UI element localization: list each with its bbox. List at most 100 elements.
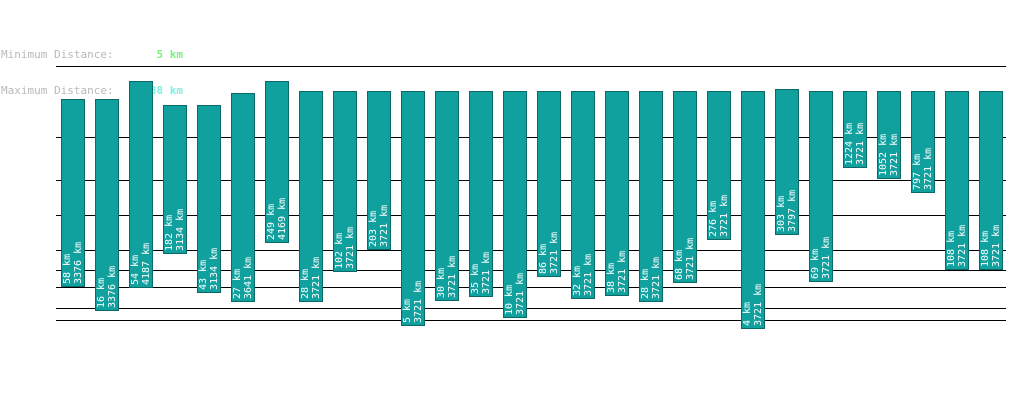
bar-rect: [129, 81, 153, 288]
bar-max-label: 3797 km: [787, 190, 798, 232]
bar-min-label: 69 km: [810, 249, 821, 279]
bar-min-label: 28 km: [300, 269, 311, 299]
bar-max-label: 3134 km: [209, 248, 220, 290]
bar-rect: [945, 91, 969, 270]
bar-4: 182 km 3134 km: [163, 105, 187, 254]
bar-min-label: 16 km: [96, 278, 107, 308]
bar-rect: [61, 99, 85, 287]
bar-rect: [571, 91, 595, 299]
bar-13: 35 km 3721 km: [469, 91, 493, 297]
bar-max-label: 3721 km: [447, 256, 458, 298]
bar-max-label: 3721 km: [719, 195, 730, 237]
bar-rect: [673, 91, 697, 283]
bar-max-label: 3376 km: [73, 242, 84, 284]
legend-min-value: 5 km: [156, 48, 184, 61]
bar-rect: [877, 91, 901, 179]
bar-2: 16 km 3376 km: [95, 99, 119, 311]
bar-8: 28 km 3721 km: [299, 91, 323, 302]
legend-min-label: Minimum Distance:: [1, 48, 114, 61]
bar-27: 108 km 3721 km: [945, 91, 969, 270]
bar-18: 28 km 3721 km: [639, 91, 663, 302]
bar-min-label: 249 km: [266, 204, 277, 240]
bar-max-label: 3721 km: [651, 257, 662, 299]
bar-rect: [809, 91, 833, 282]
bar-min-label: 5 km: [402, 299, 413, 323]
bar-rect: [163, 105, 187, 254]
bar-min-label: 32 km: [572, 266, 583, 296]
bar-min-label: 28 km: [640, 269, 651, 299]
bar-26: 797 km 3721 km: [911, 91, 935, 193]
bar-7: 249 km 4169 km: [265, 81, 289, 243]
bar-min-label: 38 km: [606, 263, 617, 293]
bar-rect: [707, 91, 731, 240]
legend: Minimum Distance: 5 km Maximum Distance:…: [1, 25, 183, 109]
bar-19: 68 km 3721 km: [673, 91, 697, 283]
bar-rect: [537, 91, 561, 277]
bar-min-label: 182 km: [164, 215, 175, 251]
bar-min-label: 797 km: [912, 154, 923, 190]
bar-5: 43 km 3134 km: [197, 105, 221, 293]
bar-28: 108 km 3721 km: [979, 91, 1003, 270]
bar-20: 276 km 3721 km: [707, 91, 731, 240]
bar-min-label: 4 km: [742, 302, 753, 326]
bar-max-label: 3134 km: [175, 209, 186, 251]
bar-min-label: 108 km: [980, 231, 991, 267]
bar-min-label: 1052 km: [878, 134, 889, 176]
bar-max-label: 3641 km: [243, 257, 254, 299]
bar-rect: [401, 91, 425, 326]
bar-rect: [911, 91, 935, 193]
bar-17: 38 km 3721 km: [605, 91, 629, 296]
bar-15: 86 km 3721 km: [537, 91, 561, 277]
bar-max-label: 3721 km: [549, 232, 560, 274]
bar-min-label: 54 km: [130, 255, 141, 285]
bar-6: 27 km 3641 km: [231, 93, 255, 302]
bar-24: 1224 km 3721 km: [843, 91, 867, 168]
bar-max-label: 3721 km: [617, 251, 628, 293]
bar-max-label: 3721 km: [889, 134, 900, 176]
bar-min-label: 10 km: [504, 285, 515, 315]
bar-max-label: 3721 km: [753, 284, 764, 326]
bar-min-label: 27 km: [232, 269, 243, 299]
bar-max-label: 3721 km: [515, 273, 526, 315]
bar-max-label: 3721 km: [311, 257, 322, 299]
bar-max-label: 4169 km: [277, 198, 288, 240]
bar-min-label: 203 km: [368, 211, 379, 247]
bar-rect: [95, 99, 119, 311]
bar-min-label: 102 km: [334, 233, 345, 269]
bar-11: 5 km 3721 km: [401, 91, 425, 326]
bar-min-label: 30 km: [436, 268, 447, 298]
bar-3: 54 km 4187 km: [129, 81, 153, 288]
bar-rect: [231, 93, 255, 302]
bar-rect: [197, 105, 221, 293]
bar-min-label: 303 km: [776, 196, 787, 232]
legend-max-label: Maximum Distance:: [1, 84, 114, 97]
bar-min-label: 68 km: [674, 250, 685, 280]
bar-rect: [775, 89, 799, 235]
bar-max-label: 3721 km: [481, 252, 492, 294]
bar-min-label: 43 km: [198, 260, 209, 290]
bar-max-label: 3721 km: [991, 225, 1002, 267]
bar-max-label: 3721 km: [379, 205, 390, 247]
bar-rect: [265, 81, 289, 243]
bar-min-label: 35 km: [470, 264, 481, 294]
bar-min-label: 86 km: [538, 244, 549, 274]
bar-rect: [843, 91, 867, 168]
bar-9: 102 km 3721 km: [333, 91, 357, 272]
bar-rect: [503, 91, 527, 318]
bar-max-label: 3721 km: [821, 237, 832, 279]
bar-rect: [435, 91, 459, 301]
bar-14: 10 km 3721 km: [503, 91, 527, 318]
bar-rect: [333, 91, 357, 272]
bar-max-label: 3721 km: [957, 225, 968, 267]
bar-rect: [605, 91, 629, 296]
bar-max-label: 3721 km: [923, 148, 934, 190]
bar-rect: [469, 91, 493, 297]
bar-22: 303 km 3797 km: [775, 89, 799, 235]
bar-23: 69 km 3721 km: [809, 91, 833, 282]
bar-rect: [639, 91, 663, 302]
bar-rect: [979, 91, 1003, 270]
bar-16: 32 km 3721 km: [571, 91, 595, 299]
bar-max-label: 3721 km: [583, 254, 594, 296]
